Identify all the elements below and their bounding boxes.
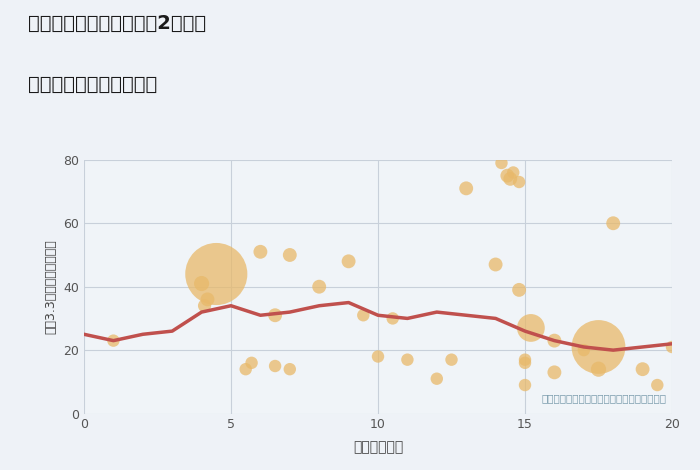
- Point: [270, 362, 281, 370]
- Point: [387, 315, 398, 322]
- Point: [505, 175, 516, 183]
- Point: [593, 366, 604, 373]
- Text: 三重県名張市桔梗が丘南2番町の: 三重県名張市桔梗が丘南2番町の: [28, 14, 206, 33]
- Point: [343, 258, 354, 265]
- Point: [502, 172, 513, 180]
- Point: [284, 251, 295, 258]
- Point: [593, 343, 604, 351]
- Point: [490, 261, 501, 268]
- Text: 駅距離別中古戸建て価格: 駅距離別中古戸建て価格: [28, 75, 158, 94]
- Point: [549, 337, 560, 345]
- Point: [608, 219, 619, 227]
- Point: [199, 302, 210, 310]
- Point: [211, 270, 222, 278]
- Point: [496, 159, 507, 167]
- Point: [402, 356, 413, 363]
- Point: [446, 356, 457, 363]
- Point: [519, 356, 531, 363]
- Point: [637, 366, 648, 373]
- Point: [431, 375, 442, 383]
- Point: [514, 286, 525, 294]
- X-axis label: 駅距離（分）: 駅距離（分）: [353, 440, 403, 454]
- Text: 円の大きさは、取引のあった物件面積を示す: 円の大きさは、取引のあった物件面積を示す: [541, 393, 666, 403]
- Point: [549, 368, 560, 376]
- Point: [652, 381, 663, 389]
- Y-axis label: 坪（3.3㎡）単価（万円）: 坪（3.3㎡）単価（万円）: [45, 239, 57, 334]
- Point: [525, 324, 536, 332]
- Point: [666, 343, 678, 351]
- Point: [514, 178, 525, 186]
- Point: [519, 359, 531, 367]
- Point: [284, 366, 295, 373]
- Point: [108, 337, 119, 345]
- Point: [461, 185, 472, 192]
- Point: [519, 381, 531, 389]
- Point: [578, 346, 589, 354]
- Point: [255, 248, 266, 256]
- Point: [358, 312, 369, 319]
- Point: [202, 296, 213, 303]
- Point: [246, 359, 257, 367]
- Point: [314, 283, 325, 290]
- Point: [240, 366, 251, 373]
- Point: [508, 169, 519, 176]
- Point: [196, 280, 207, 287]
- Point: [270, 312, 281, 319]
- Point: [372, 352, 384, 360]
